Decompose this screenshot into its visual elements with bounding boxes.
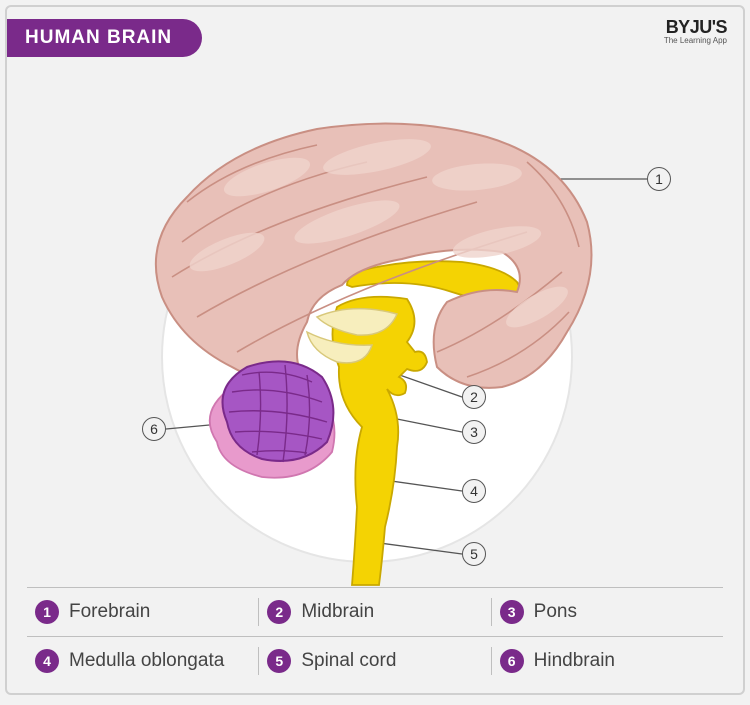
card: HUMAN BRAIN BYJU'S The Learning App: [5, 5, 745, 695]
legend-badge: 3: [500, 600, 524, 624]
cerebellum: [223, 361, 334, 462]
legend-item-3: 3 Pons: [492, 600, 723, 624]
header: HUMAN BRAIN BYJU'S The Learning App: [7, 7, 743, 67]
legend-label: Pons: [534, 601, 577, 623]
legend-label: Hindbrain: [534, 650, 615, 672]
logo-sub: The Learning App: [664, 36, 727, 45]
callout-1: 1: [647, 167, 671, 191]
legend-item-4: 4 Medulla oblongata: [27, 649, 258, 673]
callout-2: 2: [462, 385, 486, 409]
legend: 1 Forebrain 2 Midbrain 3 Pons 4 Medul: [27, 587, 723, 685]
legend-badge: 1: [35, 600, 59, 624]
legend-item-1: 1 Forebrain: [27, 600, 258, 624]
logo-main: BYJU'S: [664, 17, 727, 38]
legend-row-2: 4 Medulla oblongata 5 Spinal cord 6 Hind…: [27, 637, 723, 685]
legend-item-2: 2 Midbrain: [259, 600, 490, 624]
legend-badge: 2: [267, 600, 291, 624]
legend-item-6: 6 Hindbrain: [492, 649, 723, 673]
legend-label: Spinal cord: [301, 650, 396, 672]
callout-3: 3: [462, 420, 486, 444]
legend-label: Midbrain: [301, 601, 374, 623]
legend-label: Medulla oblongata: [69, 650, 224, 672]
legend-badge: 4: [35, 649, 59, 673]
callout-5: 5: [462, 542, 486, 566]
callout-6: 6: [142, 417, 166, 441]
legend-badge: 5: [267, 649, 291, 673]
title-badge: HUMAN BRAIN: [7, 19, 202, 57]
legend-item-5: 5 Spinal cord: [259, 649, 490, 673]
logo: BYJU'S The Learning App: [664, 17, 727, 45]
legend-row-1: 1 Forebrain 2 Midbrain 3 Pons: [27, 588, 723, 636]
legend-label: Forebrain: [69, 601, 150, 623]
brain-diagram: [7, 67, 747, 587]
diagram-area: 1 2 3 4 5 6: [7, 67, 743, 587]
callout-4: 4: [462, 479, 486, 503]
legend-badge: 6: [500, 649, 524, 673]
